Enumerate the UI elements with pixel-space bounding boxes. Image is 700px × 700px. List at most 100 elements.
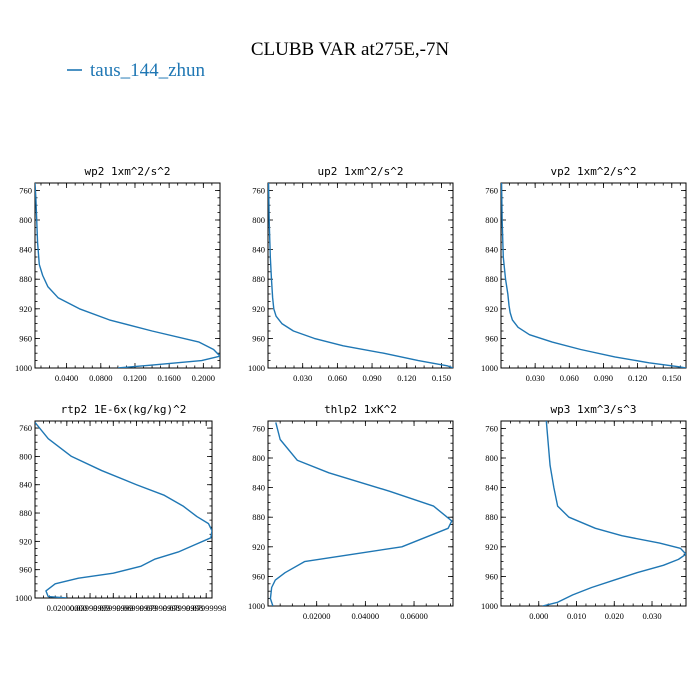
plot-frame [34, 420, 213, 599]
y-tick-label: 840 [252, 483, 265, 493]
series-line [35, 183, 220, 368]
panel-3: vp2 1xm^2/s^2 760 800 840 880 920 960 1000 0.030… [481, 165, 687, 383]
x-tick-label: 0.060 [328, 373, 347, 383]
y-tick-label: 880 [19, 274, 32, 284]
x-tick-label: 0.0400 [55, 373, 78, 383]
y-tick-label: 920 [252, 304, 265, 314]
y-tick-label: 920 [485, 542, 498, 552]
y-tick-label: 880 [485, 274, 498, 284]
y-tick-label: 800 [252, 215, 265, 225]
series-line [268, 183, 453, 368]
x-tick-label: 0.030 [293, 373, 312, 383]
y-tick-label: 960 [252, 571, 265, 581]
panel-title: wp2 1xm^2/s^2 [84, 165, 170, 178]
legend: taus_144_zhun [67, 60, 206, 81]
x-tick-label: 0.2000 [192, 373, 215, 383]
x-tick-label: 0.02000000 [47, 603, 87, 613]
panel-title: up2 1xm^2/s^2 [317, 165, 403, 178]
panel-1: wp2 1xm^2/s^2 760 800 840 880 920 960 1000 0.040… [15, 165, 221, 383]
x-tick-label: 0.120 [628, 373, 647, 383]
x-tick-label: 0.010 [567, 611, 586, 621]
y-tick-label: 1000 [481, 363, 498, 373]
x-tick-label: 0.060 [560, 373, 579, 383]
y-tick-label: 880 [485, 512, 498, 522]
x-tick-label: 0.02000 [303, 611, 331, 621]
panel-6: wp3 1xm^3/s^3 760 800 840 880 920 960 1000 0.000… [481, 403, 687, 621]
figure-title: CLUBB VAR at275E,-7N [251, 39, 450, 60]
panel-5: thlp2 1xK^2 760 800 840 880 920 960 1000 0.02000… [248, 403, 454, 621]
y-tick-label: 920 [19, 536, 32, 546]
panel-title: rtp2 1E-6x(kg/kg)^2 [61, 403, 187, 416]
y-tick-label: 760 [19, 185, 32, 195]
x-tick-label: 0.05999999 [93, 603, 133, 613]
y-tick-label: 800 [485, 215, 498, 225]
panel-title: vp2 1xm^2/s^2 [550, 165, 636, 178]
plot-frame [267, 420, 454, 607]
x-tick-label: 0.07999998 [140, 603, 180, 613]
y-tick-label: 760 [485, 185, 498, 195]
y-tick-label: 760 [252, 185, 265, 195]
panels-grid: wp2 1xm^2/s^2 760 800 840 880 920 960 1000 0.040… [15, 165, 687, 621]
y-tick-label: 840 [252, 245, 265, 255]
panel-title: wp3 1xm^3/s^3 [550, 403, 636, 416]
panel-2: up2 1xm^2/s^2 760 800 840 880 920 960 1000 0.030… [248, 165, 454, 383]
series-line [501, 183, 686, 368]
plot-frame [500, 182, 687, 369]
y-tick-label: 1000 [481, 601, 498, 611]
x-tick-label: 0.150 [432, 373, 451, 383]
y-tick-label: 960 [252, 333, 265, 343]
panel-4: rtp2 1E-6x(kg/kg)^2 760 800 840 880 920 960 100… [15, 403, 226, 613]
y-tick-label: 760 [19, 423, 32, 433]
series-line [35, 421, 212, 598]
plot-frame [34, 182, 221, 369]
x-tick-label: 0.04000 [352, 611, 380, 621]
x-tick-label: 0.030 [642, 611, 661, 621]
y-tick-label: 880 [19, 508, 32, 518]
y-tick-label: 800 [19, 215, 32, 225]
x-tick-label: 0.150 [662, 373, 681, 383]
y-tick-label: 760 [485, 423, 498, 433]
y-tick-label: 800 [485, 453, 498, 463]
y-tick-label: 960 [19, 333, 32, 343]
y-tick-label: 840 [19, 245, 32, 255]
x-tick-label: 0.0800 [89, 373, 112, 383]
x-tick-label: 0.03999999 [70, 603, 110, 613]
y-tick-label: 840 [485, 245, 498, 255]
y-tick-label: 880 [252, 274, 265, 284]
y-tick-label: 1000 [248, 601, 265, 611]
series-line [542, 421, 686, 606]
y-tick-label: 1000 [15, 593, 32, 603]
y-tick-label: 880 [252, 512, 265, 522]
y-tick-label: 920 [252, 542, 265, 552]
y-tick-label: 1000 [15, 363, 32, 373]
x-tick-label: 0.07999998 [186, 603, 226, 613]
series-line [269, 422, 453, 606]
legend-label: taus_144_zhun [90, 60, 206, 81]
y-tick-label: 840 [485, 483, 498, 493]
y-tick-label: 960 [485, 571, 498, 581]
x-tick-label: 0.07999998 [163, 603, 203, 613]
panel-title: thlp2 1xK^2 [324, 403, 397, 416]
y-tick-label: 800 [252, 453, 265, 463]
x-tick-label: 0.1200 [123, 373, 146, 383]
x-tick-label: 0.020 [605, 611, 624, 621]
plot-frame [267, 182, 454, 369]
x-tick-label: 0.090 [594, 373, 613, 383]
y-tick-label: 760 [252, 423, 265, 433]
y-tick-label: 920 [19, 304, 32, 314]
x-tick-label: 0.06000 [400, 611, 428, 621]
y-tick-label: 800 [19, 451, 32, 461]
x-tick-label: 0.120 [397, 373, 416, 383]
x-tick-label: 0.1600 [157, 373, 180, 383]
x-tick-label: 0.000 [529, 611, 548, 621]
y-tick-label: 1000 [248, 363, 265, 373]
y-tick-label: 960 [485, 333, 498, 343]
y-tick-label: 840 [19, 480, 32, 490]
y-tick-label: 920 [485, 304, 498, 314]
x-tick-label: 0.030 [526, 373, 545, 383]
x-tick-label: 0.06999999 [116, 603, 156, 613]
plot-frame [500, 420, 687, 607]
y-tick-label: 960 [19, 565, 32, 575]
x-tick-label: 0.090 [363, 373, 382, 383]
